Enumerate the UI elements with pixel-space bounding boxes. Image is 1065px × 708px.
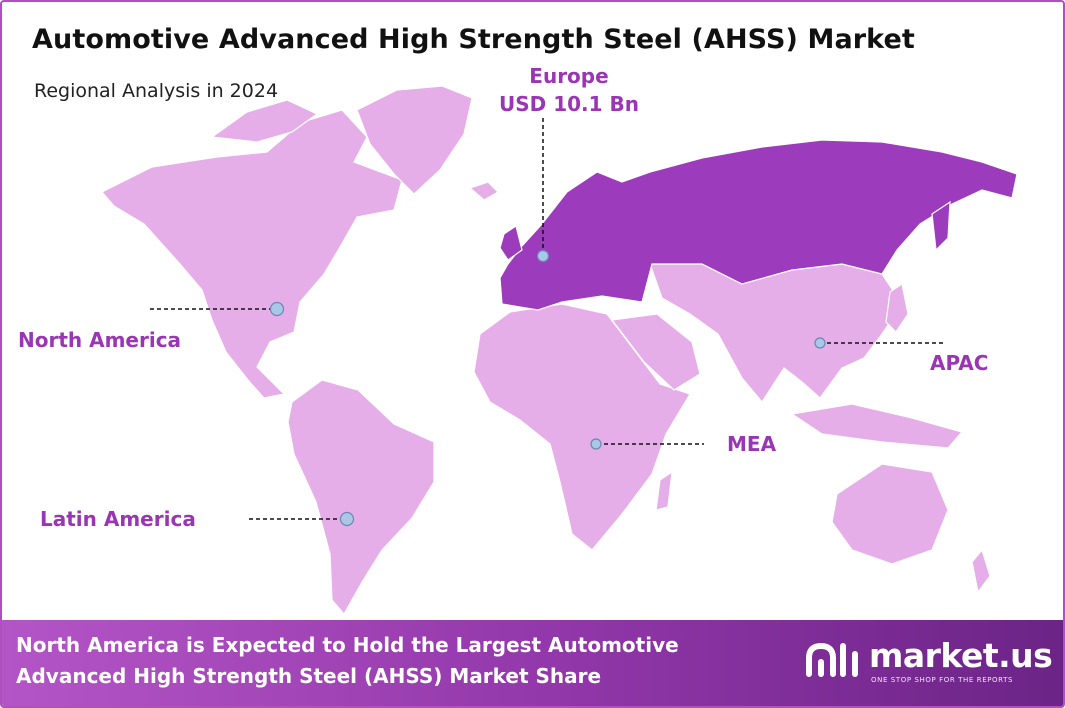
brand-tagline: ONE STOP SHOP FOR THE REPORTS [871, 676, 1014, 684]
latin-america-marker [339, 511, 355, 527]
greenland-landmass [356, 85, 473, 195]
footer-banner: North America is Expected to Hold the La… [2, 620, 1063, 706]
mea-label: MEA [727, 432, 777, 456]
madagascar-landmass [655, 470, 673, 511]
mea-marker [590, 438, 602, 450]
europe-name: Europe [529, 64, 609, 88]
europe-marker [536, 249, 550, 263]
british-isles-landmass [499, 225, 523, 261]
europe-label: Europe USD 10.1 Bn [484, 62, 654, 118]
page-title: Automotive Advanced High Strength Steel … [32, 24, 915, 55]
brand-block: market.us ONE STOP SHOP FOR THE REPORTS [805, 636, 1053, 694]
apac-marker [814, 337, 826, 349]
latin-america-label: Latin America [40, 507, 196, 531]
kamchatka-landmass [931, 200, 951, 252]
world-map [101, 85, 1018, 616]
page-subtitle: Regional Analysis in 2024 [34, 80, 279, 102]
japan-landmass [885, 283, 909, 333]
southeast-asia-islands [790, 403, 964, 449]
arctic-islands [210, 99, 319, 143]
north-america-landmass [101, 109, 403, 399]
arabia-landmass [610, 313, 701, 391]
europe-value: USD 10.1 Bn [499, 92, 639, 116]
europe-landmass [499, 139, 1018, 311]
brand-name: market.us [869, 636, 1053, 675]
banner-headline: North America is Expected to Hold the La… [16, 633, 679, 688]
apac-label: APAC [930, 351, 989, 375]
market-us-logo-icon [806, 642, 858, 677]
australia-landmass [831, 463, 949, 565]
south-america-landmass [287, 379, 435, 616]
iceland-landmass [468, 181, 499, 201]
new-zealand-landmass [971, 548, 991, 594]
north-america-label: North America [18, 328, 182, 352]
africa-landmass [473, 303, 691, 551]
north-america-marker [269, 301, 285, 317]
